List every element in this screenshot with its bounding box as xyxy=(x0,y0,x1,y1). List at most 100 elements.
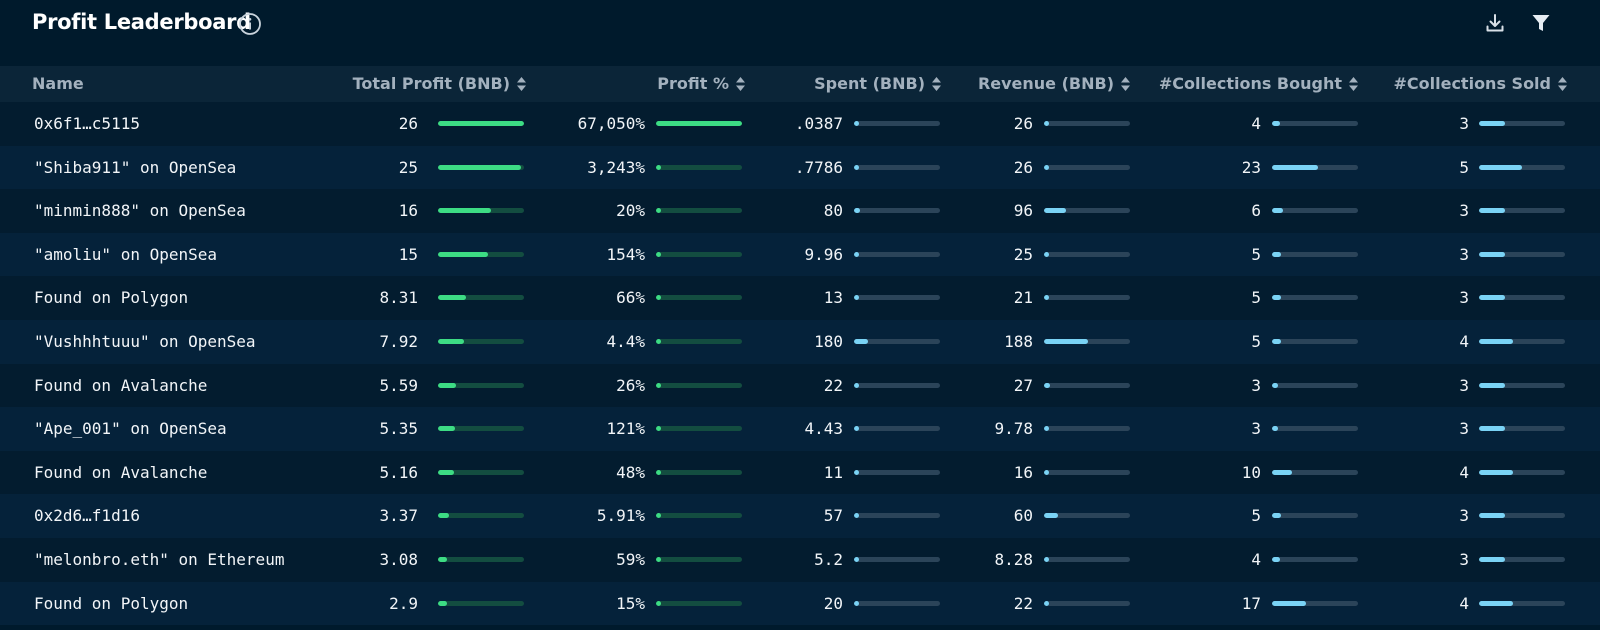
bar-fill xyxy=(438,426,456,432)
bar-fill xyxy=(1272,208,1284,214)
bar-collections-sold xyxy=(1479,295,1565,301)
bar-fill xyxy=(438,121,524,126)
cell-revenue: 22 xyxy=(1013,593,1033,613)
bar-fill xyxy=(854,557,859,562)
bar-fill xyxy=(854,600,859,606)
bar-fill xyxy=(438,382,457,388)
bar-fill xyxy=(438,208,492,214)
cell-profit-pct: 3,243% xyxy=(587,157,645,177)
cell-revenue: 16 xyxy=(1013,462,1033,482)
cell-name: "amoliu" on OpenSea xyxy=(34,244,218,264)
bar-fill xyxy=(854,121,859,126)
bar-fill xyxy=(1044,469,1049,475)
filter-icon[interactable] xyxy=(1530,12,1552,34)
cell-collections-sold: 4 xyxy=(1459,332,1469,351)
bar-total-profit xyxy=(438,426,524,432)
cell-collections-bought: 4 xyxy=(1251,550,1261,569)
sort-icon xyxy=(736,77,745,91)
bar-profit-pct xyxy=(656,382,742,388)
bar-fill xyxy=(854,208,861,214)
table-row[interactable]: Found on Avalanche 5.16 48% 11 16 10 4 xyxy=(0,450,1600,495)
bar-fill xyxy=(1044,208,1067,214)
bar-revenue xyxy=(1044,469,1130,475)
bar-fill xyxy=(854,164,859,170)
bar-fill xyxy=(656,600,661,606)
bar-profit-pct xyxy=(656,121,742,126)
cell-collections-sold: 3 xyxy=(1459,114,1469,133)
bar-collections-bought xyxy=(1272,382,1358,388)
cell-revenue: 21 xyxy=(1013,288,1033,308)
cell-profit-pct: 15% xyxy=(616,593,645,613)
cell-profit-pct: 4.4% xyxy=(606,332,645,351)
bar-fill xyxy=(1479,208,1505,214)
bar-collections-sold xyxy=(1479,251,1565,257)
column-header-revenue[interactable]: Revenue (BNB) xyxy=(978,66,1131,102)
bar-collections-bought xyxy=(1272,251,1358,257)
bar-spent xyxy=(854,121,940,126)
cell-spent: 22 xyxy=(823,375,843,395)
table-row[interactable]: Found on Avalanche 5.59 26% 22 27 3 3 xyxy=(0,363,1600,408)
cell-name: Found on Polygon xyxy=(34,593,189,613)
bar-collections-bought xyxy=(1272,208,1358,214)
cell-collections-sold: 3 xyxy=(1459,201,1469,221)
bar-fill xyxy=(1479,426,1505,432)
bar-profit-pct xyxy=(656,557,742,562)
cell-collections-sold: 3 xyxy=(1459,244,1469,264)
bar-fill xyxy=(1044,557,1049,562)
table-row[interactable]: Found on Polygon 2.9 15% 20 22 17 4 xyxy=(0,581,1600,626)
cell-collections-bought: 5 xyxy=(1251,332,1261,351)
bar-profit-pct xyxy=(656,251,742,257)
bar-fill xyxy=(854,382,859,388)
bar-fill xyxy=(1044,121,1050,126)
cell-total-profit: 5.35 xyxy=(379,419,418,439)
bar-fill xyxy=(438,339,464,344)
column-header-profit-pct[interactable]: Profit % xyxy=(657,66,746,102)
bar-fill xyxy=(1479,251,1505,257)
bar-fill xyxy=(1479,295,1505,301)
bar-total-profit xyxy=(438,600,524,606)
table-row[interactable]: Found on Polygon 8.31 66% 13 21 5 3 xyxy=(0,276,1600,320)
table-row[interactable]: "Vushhhtuuu" on OpenSea 7.92 4.4% 180 188 5 4 xyxy=(0,320,1600,364)
table-row[interactable]: "Ape_001" on OpenSea 5.35 121% 4.43 9.78 3 3 xyxy=(0,407,1600,451)
cell-total-profit: 15 xyxy=(398,244,418,264)
bar-total-profit xyxy=(438,557,524,562)
table-row[interactable]: "Shiba911" on OpenSea 25 3,243% .7786 26 23 5 xyxy=(0,145,1600,190)
page-title: Profit Leaderboard xyxy=(32,10,251,34)
cell-revenue: 188 xyxy=(1004,332,1033,351)
cell-revenue: 96 xyxy=(1013,201,1033,221)
bar-profit-pct xyxy=(656,339,742,344)
column-header-spent[interactable]: Spent (BNB) xyxy=(814,66,942,102)
bar-collections-sold xyxy=(1479,426,1565,432)
bar-collections-sold xyxy=(1479,164,1565,170)
download-icon[interactable] xyxy=(1484,12,1506,34)
column-header-collections-sold[interactable]: #Collections Sold xyxy=(1393,66,1568,102)
bar-profit-pct xyxy=(656,469,742,475)
cell-collections-sold: 5 xyxy=(1459,157,1469,177)
bar-revenue xyxy=(1044,339,1130,344)
table-row[interactable]: 0x2d6…f1d16 3.37 5.91% 57 60 5 3 xyxy=(0,494,1600,538)
cell-collections-bought: 3 xyxy=(1251,419,1261,439)
info-icon[interactable] xyxy=(238,12,262,36)
bar-fill xyxy=(1044,513,1058,519)
table-row[interactable]: "minmin888" on OpenSea 16 20% 80 96 6 3 xyxy=(0,189,1600,233)
table-row[interactable]: 0x6f1…c5115 26 67,050% .0387 26 4 3 xyxy=(0,102,1600,146)
column-header-total-profit[interactable]: Total Profit (BNB) xyxy=(353,66,527,102)
cell-collections-sold: 3 xyxy=(1459,375,1469,395)
table-row[interactable]: "amoliu" on OpenSea 15 154% 9.96 25 5 3 xyxy=(0,232,1600,277)
bar-fill xyxy=(656,295,661,301)
table-row[interactable]: "melonbro.eth" on Ethereum 3.08 59% 5.2 8.28… xyxy=(0,538,1600,582)
bar-fill xyxy=(656,513,661,519)
column-header-collections-bought[interactable]: #Collections Bought xyxy=(1159,66,1359,102)
bar-fill xyxy=(1272,121,1280,126)
bar-collections-sold xyxy=(1479,121,1565,126)
bar-fill xyxy=(1479,164,1522,170)
column-header-name[interactable]: Name xyxy=(32,66,84,102)
cell-total-profit: 3.37 xyxy=(379,506,418,526)
bar-spent xyxy=(854,469,940,475)
cell-name: "Shiba911" on OpenSea xyxy=(34,157,237,177)
bar-collections-sold xyxy=(1479,382,1565,388)
bar-fill xyxy=(1479,121,1505,126)
column-header-label: Revenue (BNB) xyxy=(977,74,1114,93)
bar-fill xyxy=(656,339,661,344)
bar-revenue xyxy=(1044,164,1130,170)
